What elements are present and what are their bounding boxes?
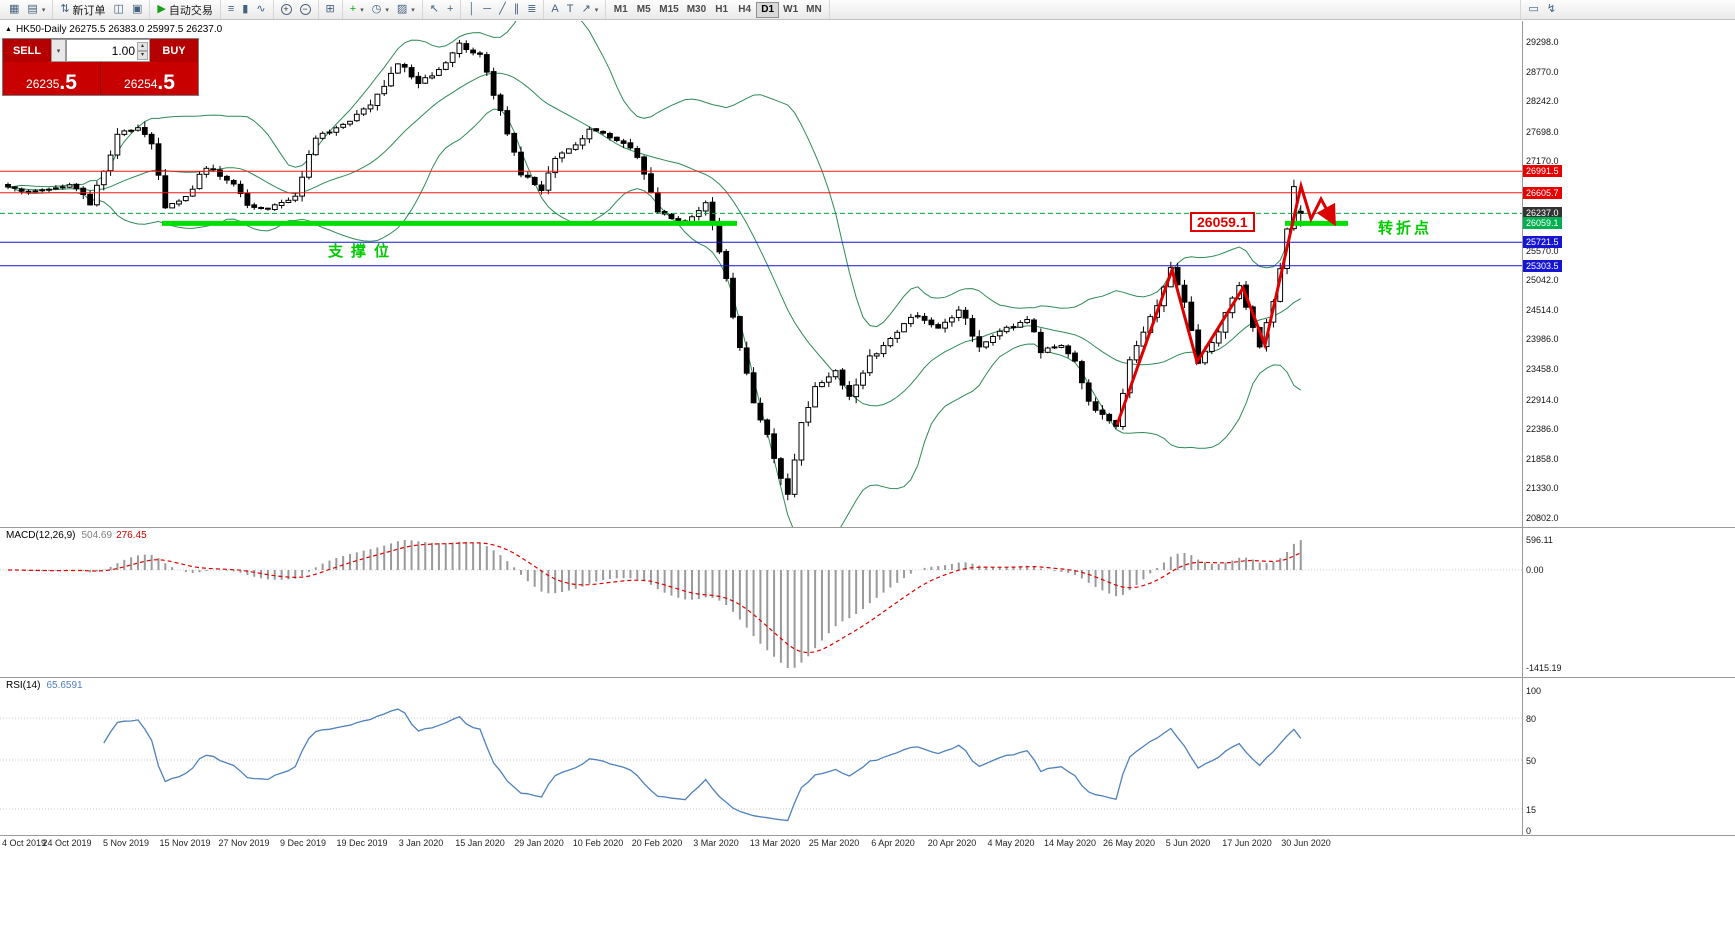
arrows-icon[interactable]: ↗ ▾ [578,1,603,18]
candlestick-chart-icon[interactable]: ▮ [238,1,252,18]
chart-shift-icon[interactable]: ▲ [5,26,12,33]
sell-price-button[interactable]: 26235.5 [3,62,101,95]
new-chart-icon[interactable]: ▦ [5,1,23,18]
timeframe-m5[interactable]: M5 [632,2,655,18]
time-axis[interactable] [0,836,1735,852]
timeframe-mn[interactable]: MN [802,2,826,18]
line-chart-icon[interactable]: ∿ [252,1,269,18]
support-price-box[interactable]: 26059.1 [1190,212,1255,232]
macd-main-value: 504.69 [81,530,113,541]
layout-icon[interactable]: ▭ [1524,1,1542,18]
buy-price-main: 26254 [124,77,158,91]
chart-title-text: HK50-Daily 26275.5 26383.0 25997.5 26237… [15,24,223,35]
buy-price-button[interactable]: 26254.5 [101,62,198,95]
volume-input[interactable]: 1.00 ▴ ▾ [66,39,150,62]
timeframe-h4[interactable]: H4 [733,2,756,18]
toolbar: ▦ ▤ ▾ ⇅ 新订单 ◫ ▣ ▶ 自动交易 ≡ ▮ ∿ + − ⊞ + ▾ ◷ ▾ ▨ ▾ ↖ + │ ─ ╱ ∥ ≣ A T ↗ ▾ M1 M… [0,0,1735,20]
sell-button[interactable]: SELL [3,39,51,62]
rsi-value: 65.6591 [46,680,83,691]
chevron-down-icon: ▾ [594,6,599,14]
new-order-button[interactable]: ⇅ 新订单 [56,1,109,18]
support-level-label[interactable]: 支撑位 [328,243,398,260]
rsi-layer[interactable] [0,708,1522,822]
chart-title: ▲ HK50-Daily 26275.5 26383.0 25997.5 262… [5,24,222,35]
channel-icon[interactable]: ∥ [510,1,524,18]
periods-icon[interactable]: ◷ ▾ [368,1,393,18]
rsi-line [103,708,1302,822]
volume-up-icon[interactable]: ▴ [137,41,148,51]
indicators-icon[interactable]: + ▾ [346,1,368,18]
bollinger-band-mid [7,72,1301,407]
main-chart-layer[interactable] [5,1,1304,547]
cursor-icon[interactable]: ↖ [426,1,443,18]
turning-point-label[interactable]: 转折点 [1378,220,1433,237]
timeframe-m30[interactable]: M30 [683,2,710,18]
price-axis[interactable] [1523,21,1735,835]
data-window-icon[interactable]: ▣ [128,1,146,18]
crosshair-icon[interactable]: + [443,1,457,18]
tile-windows-icon[interactable]: ⊞ [322,1,339,18]
timeframe-d1[interactable]: D1 [756,1,780,18]
timeframe-h1[interactable]: H1 [710,2,733,18]
chevron-down-icon: ▾ [41,6,46,14]
bar-chart-icon[interactable]: ≡ [224,1,238,18]
hotkeys-icon[interactable]: ↯ [1543,1,1560,18]
bollinger-band-up [7,21,1302,328]
rsi-indicator-label: RSI(14) 65.6591 [6,680,83,691]
sell-price-main: 26235 [26,77,60,91]
zoom-in-icon[interactable]: + [277,1,296,18]
market-watch-icon[interactable]: ◫ [110,1,128,18]
trend-arrow[interactable] [1115,180,1336,426]
horizontal-line-icon[interactable]: ─ [479,1,495,18]
macd-indicator-label: MACD(12,26,9) 504.69 276.45 [6,530,147,541]
one-click-trading-panel: SELL ▾ 1.00 ▴ ▾ BUY 26235.5 26254.5 [2,38,199,96]
rsi-name: RSI(14) [6,680,41,691]
macd-layer[interactable] [0,540,1522,668]
timeframe-w1[interactable]: W1 [779,2,802,18]
sell-price-big: .5 [59,71,77,94]
chevron-down-icon: ▾ [411,6,415,14]
chevron-down-icon: ▾ [56,47,61,55]
order-options-dropdown[interactable]: ▾ [51,39,66,62]
macd-signal-line [8,542,1302,654]
chevron-down-icon: ▾ [360,6,364,14]
trendline-icon[interactable]: ╱ [495,1,510,18]
chevron-down-icon: ▾ [385,6,389,14]
volume-down-icon[interactable]: ▾ [137,50,148,60]
timeframe-m1[interactable]: M1 [609,2,632,18]
buy-button[interactable]: BUY [150,39,198,62]
timeframe-m15[interactable]: M15 [655,2,682,18]
macd-name: MACD(12,26,9) [6,530,76,541]
profiles-icon[interactable]: ▤ ▾ [23,1,49,18]
text-icon[interactable]: A [547,1,562,18]
macd-signal-value: 276.45 [116,530,147,541]
templates-icon[interactable]: ▨ ▾ [393,1,419,18]
buy-price-big: .5 [157,71,175,94]
vertical-line-icon[interactable]: │ [464,1,479,18]
fibonacci-icon[interactable]: ≣ [523,1,540,18]
zoom-out-icon[interactable]: − [296,1,315,18]
volume-value: 1.00 [111,43,135,58]
label-icon[interactable]: T [563,1,578,18]
auto-trading-button[interactable]: ▶ 自动交易 [153,1,216,18]
